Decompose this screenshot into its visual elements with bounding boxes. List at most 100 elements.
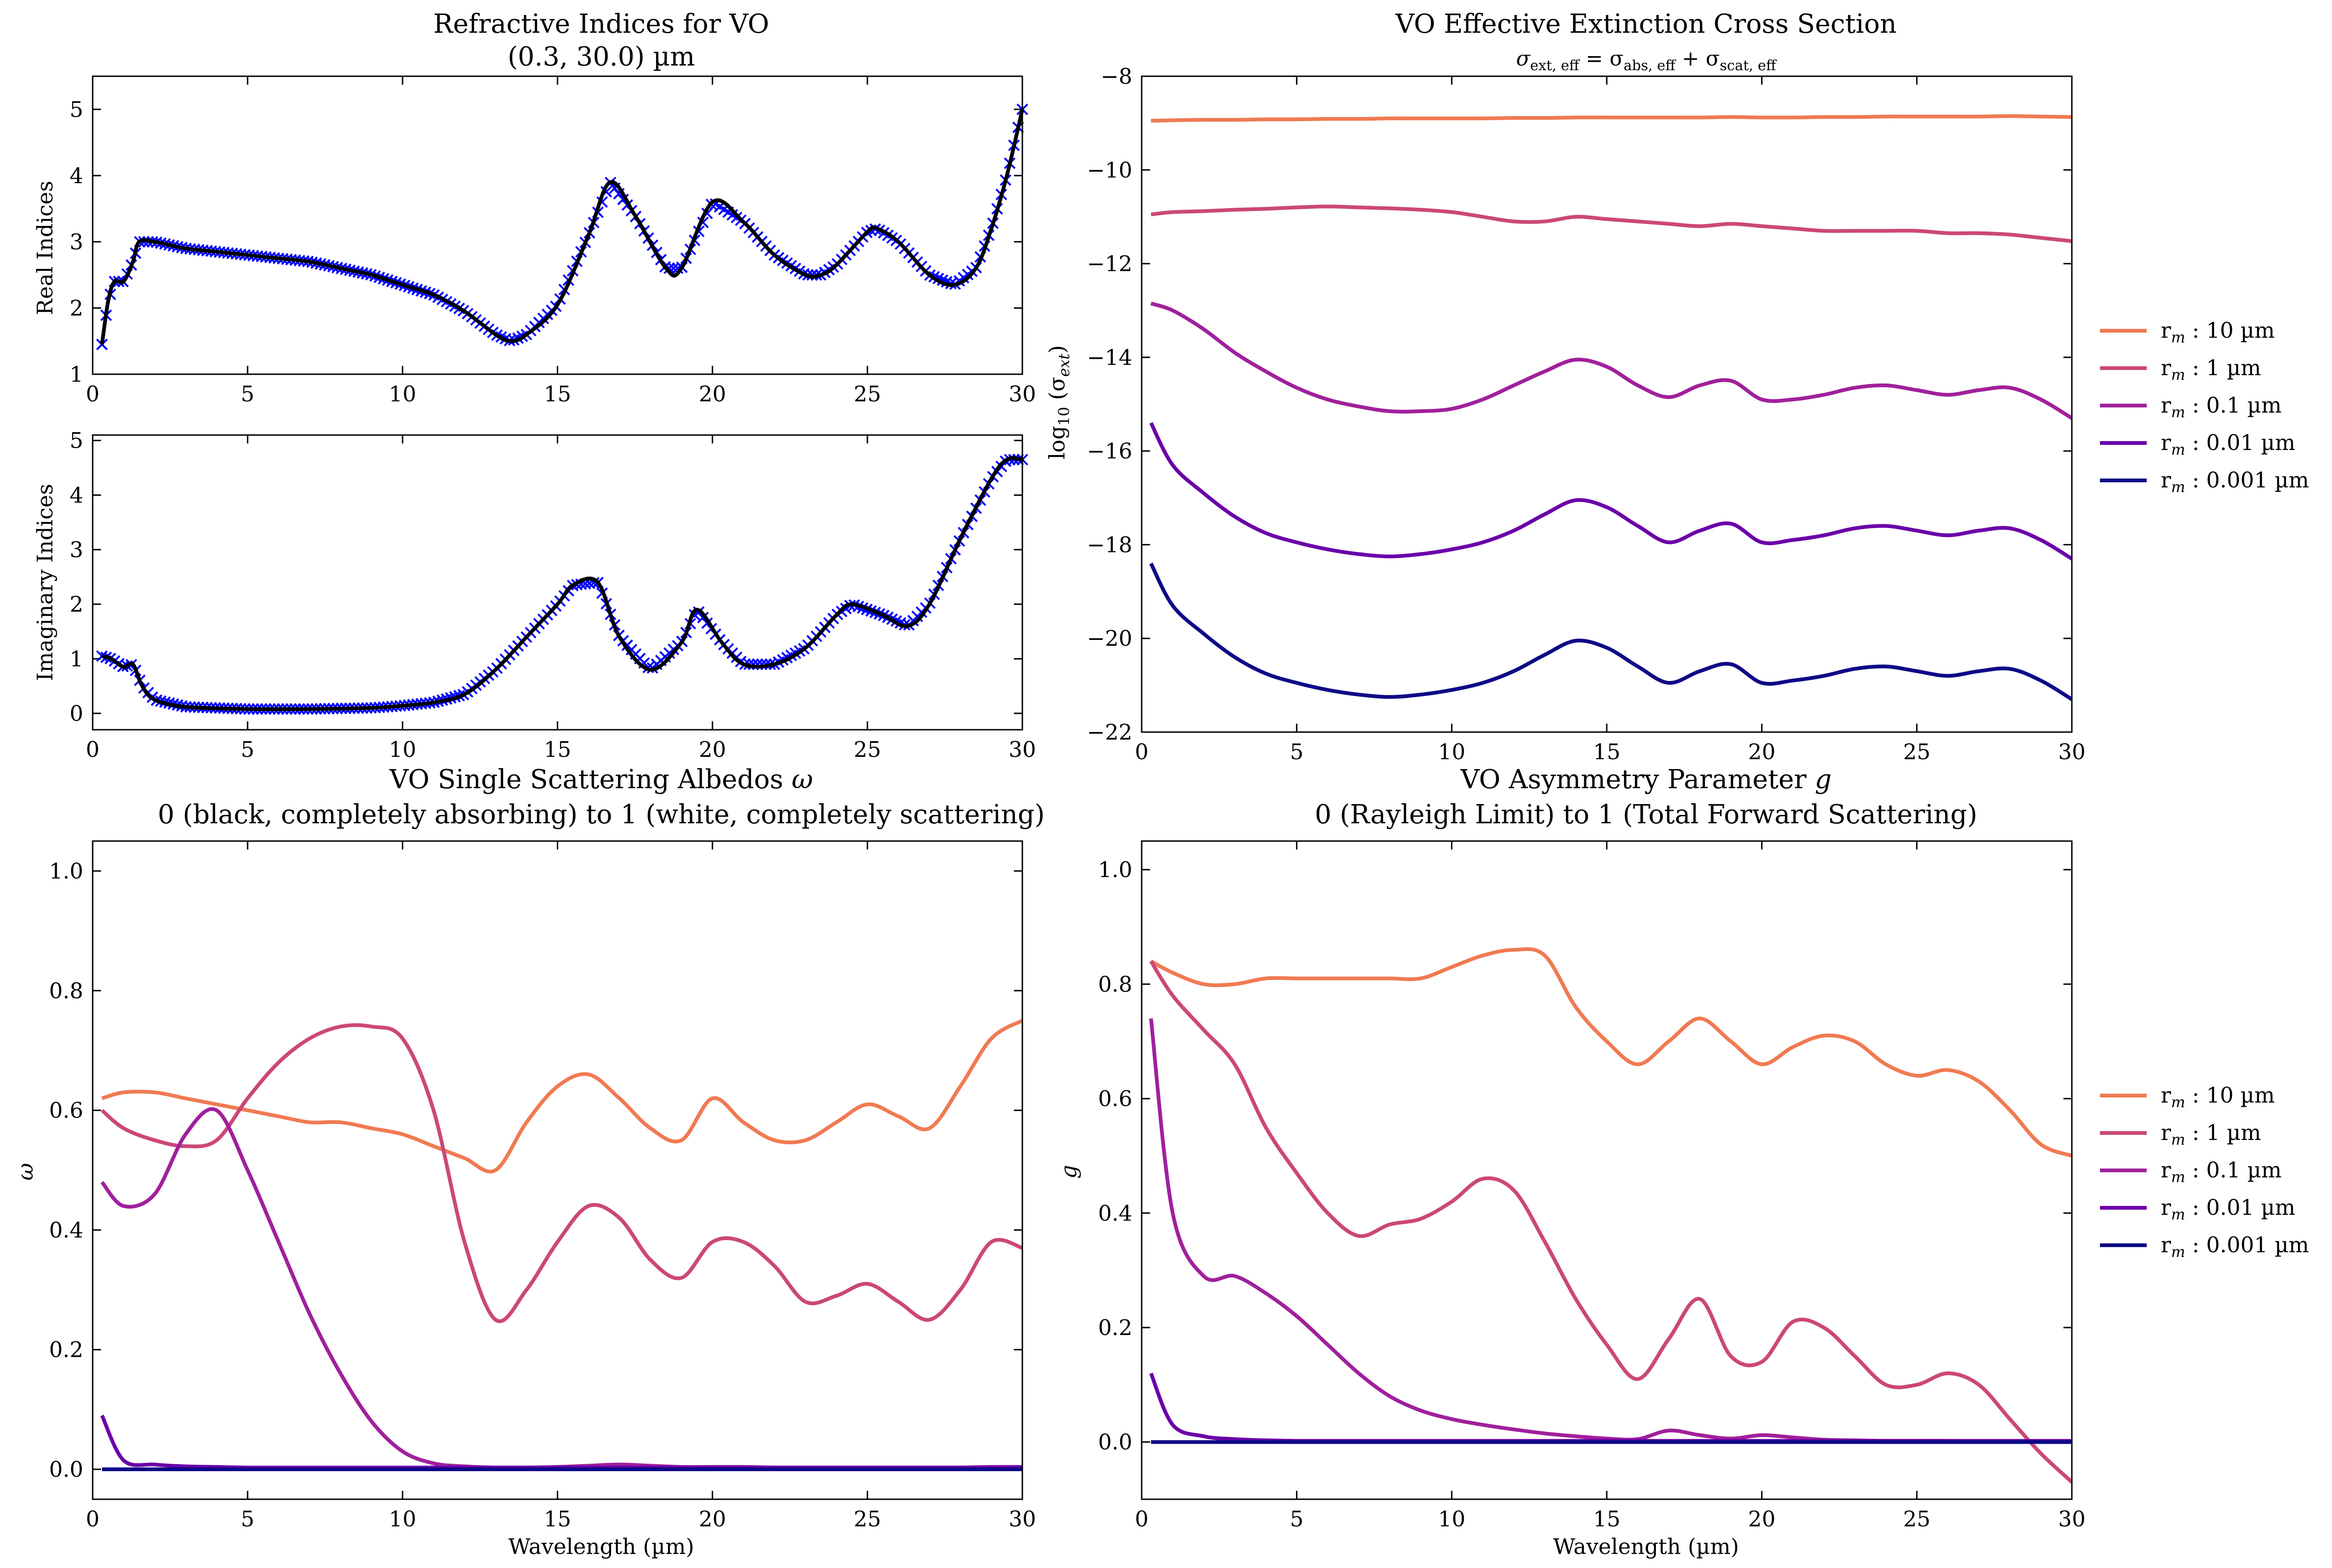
real-ytick-label-4: 5 <box>70 97 83 122</box>
real-ytick-label-1: 2 <box>70 295 83 320</box>
imag-frame <box>92 434 1023 731</box>
asymmetry-frame <box>1141 840 2073 1500</box>
imag-xtick-label-4: 20 <box>699 737 726 762</box>
extinction-legend: rm : 10 µm rm : 1 µm rm : 0.1 µm rm : 0.01 … <box>2100 318 2309 496</box>
albedo-frame <box>92 840 1023 1500</box>
extinction-xtick-label-3: 15 <box>1593 739 1621 764</box>
imag-xtick-label-0: 0 <box>86 737 99 762</box>
asymmetry-legend-label-0: rm : 10 µm <box>2161 1082 2275 1111</box>
albedo-xtick-label-5: 25 <box>854 1506 882 1532</box>
extinction-ytick-label-6: −10 <box>1087 157 1132 182</box>
asymmetry-ytick-label-0: 0.0 <box>1098 1430 1132 1455</box>
real-ytick-label-3: 4 <box>70 163 83 188</box>
asymmetry-series-0 <box>1150 947 2073 1158</box>
real-marker-0 <box>96 338 108 350</box>
extinction-legend-label-1: rm : 1 µm <box>2161 355 2261 384</box>
real-xtick-label-5: 25 <box>854 381 882 407</box>
real-marker-135 <box>663 262 675 274</box>
extinction-ylabel: log10 (σext) <box>1044 345 1073 459</box>
albedo-subtitle: 0 (black, completely absorbing) to 1 (wh… <box>158 799 1045 830</box>
albedo-ytick-label-3: 0.6 <box>49 1098 83 1123</box>
albedo-ytick-label-4: 0.8 <box>49 978 83 1003</box>
asymmetry-xtick-label-6: 30 <box>2058 1506 2086 1532</box>
refractive-title: Refractive Indices for VO <box>433 9 769 39</box>
extinction-xtick-label-6: 30 <box>2058 739 2086 764</box>
asymmetry-legend: rm : 10 µm rm : 1 µm rm : 0.1 µm rm : 0.01 … <box>2100 1082 2309 1261</box>
imag-xtick-label-1: 5 <box>241 737 255 762</box>
extinction-ytick-label-4: −14 <box>1087 345 1132 370</box>
asymmetry-ytick-label-5: 1.0 <box>1098 857 1132 882</box>
albedo-xtick-label-2: 10 <box>389 1506 416 1532</box>
asymmetry-xtick-label-0: 0 <box>1135 1506 1148 1532</box>
asymmetry-plot: 0 5 10 15 20 25 30 0.0 0.2 0.4 0.6 0.8 1.0 <box>1098 840 2086 1532</box>
extinction-series-3 <box>1149 422 2073 560</box>
asymmetry-ytick-label-4: 0.8 <box>1098 972 1132 997</box>
imaginary-indices-plot: 0 5 10 15 20 25 30 0 1 2 3 4 5 <box>70 428 1036 762</box>
asymmetry-legend-label-1: rm : 1 µm <box>2161 1120 2261 1148</box>
real-xtick-label-3: 15 <box>544 381 571 407</box>
imag-ytick-label-0: 0 <box>70 701 83 726</box>
extinction-frame <box>1141 75 2073 733</box>
albedo-title: VO Single Scattering Albedos ω <box>389 764 813 795</box>
real-frame <box>92 75 1023 375</box>
extinction-series-2 <box>1150 301 2073 420</box>
extinction-subtitle: σext, eff = σabs, eff + σscat, eff <box>1516 47 1777 74</box>
extinction-series-0 <box>1151 114 2072 123</box>
albedo-xtick-label-0: 0 <box>86 1506 99 1532</box>
extinction-xtick-label-4: 20 <box>1748 739 1776 764</box>
extinction-ytick-label-2: −18 <box>1087 532 1132 557</box>
asymmetry-ylabel: g <box>1056 1165 1081 1178</box>
real-ytick-label-2: 3 <box>70 229 83 254</box>
albedo-series-1 <box>101 1023 1023 1323</box>
real-xtick-label-0: 0 <box>86 381 99 407</box>
asymmetry-legend-label-2: rm : 0.1 µm <box>2161 1157 2281 1186</box>
extinction-legend-label-2: rm : 0.1 µm <box>2161 392 2281 421</box>
asymmetry-xlabel: Wavelength (µm) <box>1553 1534 1739 1559</box>
real-xtick-label-1: 5 <box>241 381 255 407</box>
albedo-ytick-label-1: 0.2 <box>49 1337 83 1362</box>
albedo-xtick-label-1: 5 <box>241 1506 255 1532</box>
imag-marker-0 <box>96 650 108 662</box>
imag-line <box>101 456 1023 711</box>
extinction-title: VO Effective Extinction Cross Section <box>1395 9 1896 39</box>
real-line <box>100 109 1024 345</box>
imaginary-indices-ylabel: Imaginary Indices <box>32 484 58 681</box>
refractive-subtitle: (0.3, 30.0) µm <box>508 42 695 72</box>
albedo-xtick-label-6: 30 <box>1009 1506 1036 1532</box>
asymmetry-xtick-label-3: 15 <box>1593 1506 1621 1532</box>
albedo-ylabel: ω <box>13 1163 38 1181</box>
real-xtick-label-4: 20 <box>699 381 726 407</box>
asymmetry-series-1 <box>1149 960 2073 1484</box>
asymmetry-xtick-label-1: 5 <box>1290 1506 1304 1532</box>
extinction-legend-label-0: rm : 10 µm <box>2161 318 2275 346</box>
extinction-series-1 <box>1151 204 2072 243</box>
albedo-series-0 <box>101 1019 1024 1174</box>
extinction-legend-label-4: rm : 0.001 µm <box>2161 467 2309 496</box>
extinction-ytick-label-5: −12 <box>1087 251 1132 276</box>
imag-ytick-label-2: 2 <box>70 592 83 617</box>
imag-xtick-label-6: 30 <box>1009 737 1036 762</box>
imag-xtick-label-5: 25 <box>854 737 882 762</box>
imag-ytick-label-5: 5 <box>70 428 83 453</box>
real-indices-ylabel: Real Indices <box>32 181 58 315</box>
extinction-ytick-label-7: −8 <box>1100 64 1132 89</box>
imag-xtick-label-2: 10 <box>389 737 416 762</box>
imag-ytick-label-3: 3 <box>70 537 83 562</box>
asymmetry-legend-label-4: rm : 0.001 µm <box>2161 1232 2309 1261</box>
extinction-xtick-label-2: 10 <box>1438 739 1465 764</box>
asymmetry-xtick-label-4: 20 <box>1748 1506 1776 1532</box>
albedo-xtick-label-4: 20 <box>699 1506 726 1532</box>
extinction-xtick-label-1: 5 <box>1290 739 1304 764</box>
asymmetry-xtick-label-2: 10 <box>1438 1506 1465 1532</box>
extinction-xtick-label-5: 25 <box>1903 739 1931 764</box>
extinction-ytick-label-3: −16 <box>1087 438 1132 464</box>
real-indices-plot: 0 5 10 15 20 25 30 1 2 3 4 5 <box>70 75 1036 407</box>
albedo-ytick-label-2: 0.4 <box>49 1217 83 1242</box>
asymmetry-series-3 <box>1149 1372 2072 1443</box>
asymmetry-ytick-label-1: 0.2 <box>1098 1315 1132 1340</box>
albedo-ytick-label-0: 0.0 <box>49 1457 83 1482</box>
albedo-plot: 0 5 10 15 20 25 30 0.0 0.2 0.4 0.6 0.8 1.0 <box>49 840 1036 1532</box>
extinction-ytick-label-1: −20 <box>1087 626 1132 651</box>
